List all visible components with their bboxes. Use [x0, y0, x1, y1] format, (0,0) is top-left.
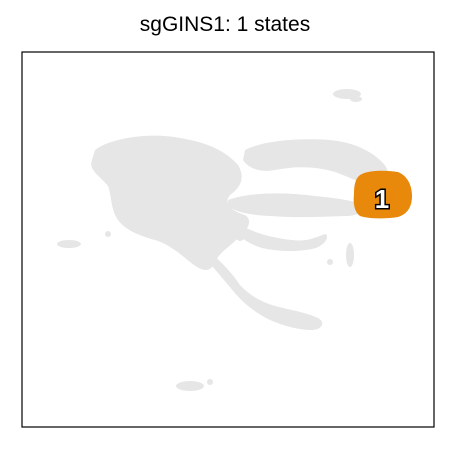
cluster-connector	[232, 222, 328, 251]
cluster-middle-band	[228, 193, 364, 218]
background-cells	[57, 89, 389, 391]
cluster-island-topright-2	[350, 96, 362, 102]
cluster-lower-arm	[200, 245, 323, 330]
cluster-dot-4	[207, 379, 213, 385]
cluster-left-blob	[91, 135, 250, 270]
cluster-island-left	[57, 240, 81, 248]
chart-title: sgGINS1: 1 states	[139, 13, 311, 36]
state-1-cluster	[353, 170, 412, 219]
cluster-dot-5	[268, 240, 272, 244]
cluster-upper-arc	[243, 139, 389, 186]
cluster-dot-2	[236, 233, 244, 241]
state-1-label: 1	[375, 184, 389, 214]
state-1-points	[353, 170, 412, 219]
cluster-island-bottom	[176, 381, 204, 391]
cluster-island-right	[346, 243, 354, 267]
cluster-dot-3	[105, 231, 111, 237]
cluster-dot-1	[327, 259, 333, 265]
